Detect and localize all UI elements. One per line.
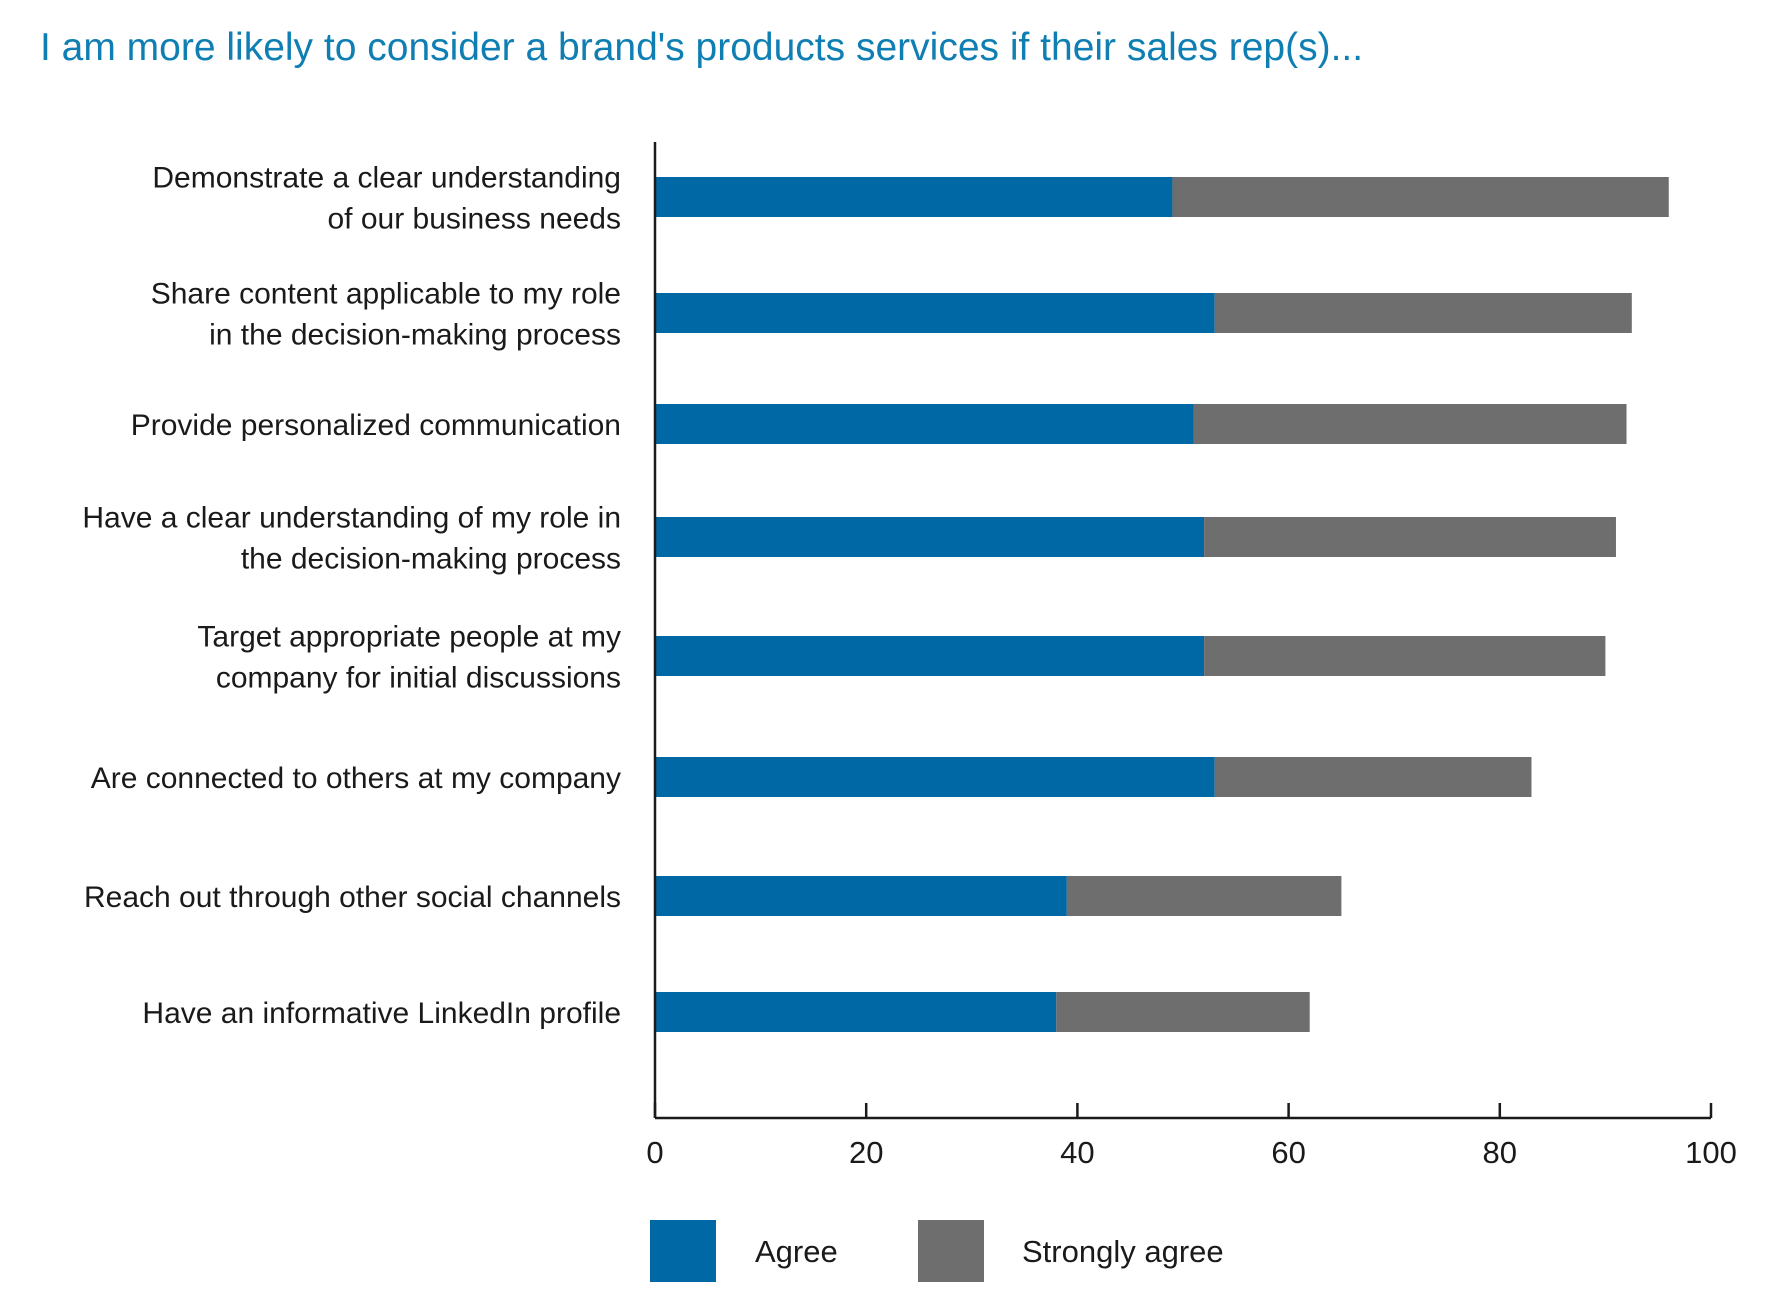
category-label-4: Target appropriate people at my company f…: [197, 621, 621, 695]
category-labels: Demonstrate a clear understanding of our …: [82, 162, 621, 1031]
bar-strongly-agree-0: [1172, 177, 1669, 217]
bar-strongly-agree-2: [1193, 404, 1627, 444]
bar-agree-6: [655, 876, 1067, 916]
bar-agree-1: [655, 293, 1215, 333]
bar-agree-2: [655, 404, 1194, 444]
legend-label-agree: Agree: [755, 1234, 838, 1269]
legend-swatch-strongly-agree: [918, 1220, 984, 1282]
x-tick-label-0: 0: [646, 1135, 663, 1170]
category-label-line: in the decision-making process: [209, 319, 621, 352]
legend-label-strongly-agree: Strongly agree: [1022, 1234, 1224, 1269]
x-tick-label-20: 20: [849, 1135, 883, 1170]
bar-strongly-agree-7: [1056, 992, 1310, 1032]
category-label-1: Share content applicable to my role in th…: [151, 278, 621, 352]
chart-title: I am more likely to consider a brand's p…: [40, 26, 1364, 69]
bar-strongly-agree-3: [1204, 517, 1616, 557]
x-axis-ticks: 0 20 40 60 80 100: [646, 1103, 1737, 1170]
category-label-line: Share content applicable to my role: [151, 278, 621, 311]
category-label-2: Provide personalized communication: [131, 409, 621, 442]
category-label-line: company for initial discussions: [216, 662, 621, 695]
bar-agree-0: [655, 177, 1173, 217]
category-label-7: Have an informative LinkedIn profile: [142, 997, 621, 1030]
category-label-5: Are connected to others at my company: [91, 762, 621, 795]
category-label-line: Target appropriate people at my: [197, 621, 621, 654]
category-label-line: Reach out through other social channels: [84, 881, 621, 914]
x-tick-label-60: 60: [1271, 1135, 1305, 1170]
x-tick-label-40: 40: [1060, 1135, 1094, 1170]
legend: Agree Strongly agree: [650, 1220, 1224, 1282]
category-label-0: Demonstrate a clear understanding of our …: [152, 162, 621, 236]
x-tick-label-80: 80: [1483, 1135, 1517, 1170]
category-label-3: Have a clear understanding of my role in…: [82, 502, 621, 576]
bar-agree-3: [655, 517, 1205, 557]
bar-agree-5: [655, 757, 1215, 797]
bar-group: [655, 177, 1669, 1032]
bar-strongly-agree-5: [1214, 757, 1532, 797]
category-label-line: of our business needs: [327, 203, 621, 236]
x-tick-label-100: 100: [1685, 1135, 1737, 1170]
category-label-line: Demonstrate a clear understanding: [152, 162, 621, 195]
category-label-line: Are connected to others at my company: [91, 762, 621, 795]
bar-agree-4: [655, 636, 1205, 676]
category-label-line: the decision-making process: [241, 543, 621, 576]
bar-strongly-agree-6: [1066, 876, 1342, 916]
category-label-line: Provide personalized communication: [131, 409, 621, 442]
category-label-line: Have a clear understanding of my role in: [82, 502, 621, 535]
category-label-line: Have an informative LinkedIn profile: [142, 997, 621, 1030]
category-label-6: Reach out through other social channels: [84, 881, 621, 914]
bar-strongly-agree-1: [1214, 293, 1632, 333]
bar-strongly-agree-4: [1204, 636, 1606, 676]
legend-swatch-agree: [650, 1220, 716, 1282]
bar-agree-7: [655, 992, 1057, 1032]
